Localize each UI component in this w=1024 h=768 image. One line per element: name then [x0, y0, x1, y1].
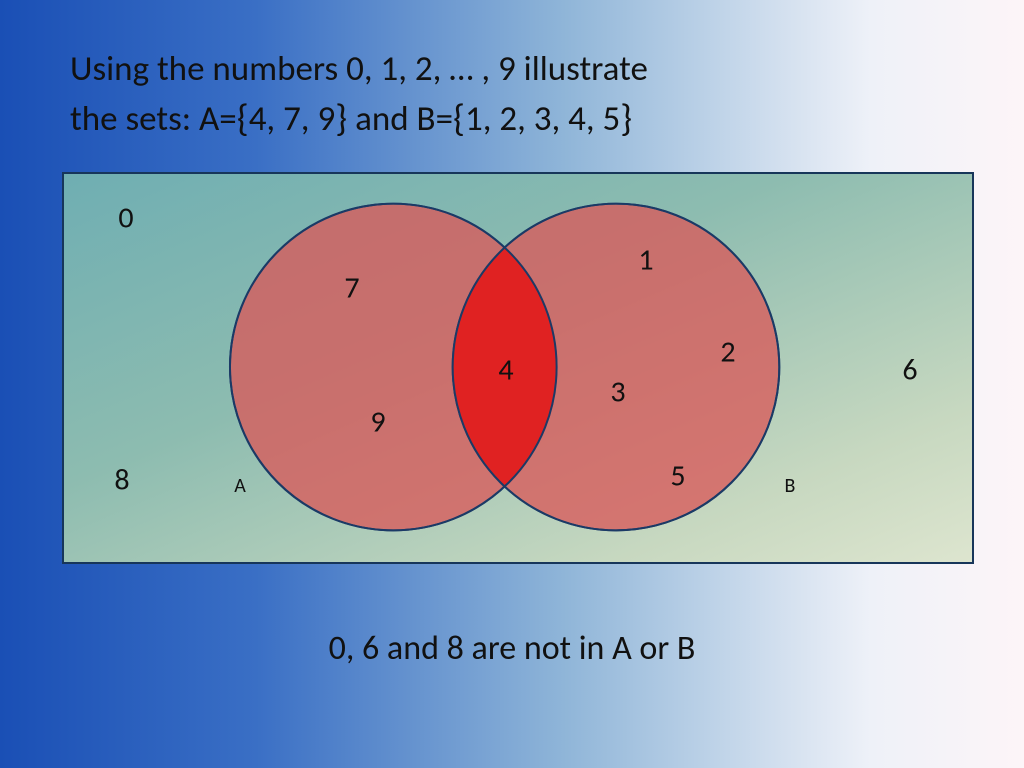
venn-number-4: 4: [498, 352, 513, 389]
brace-close-b: }: [620, 96, 632, 142]
venn-number-1: 1: [638, 242, 653, 279]
venn-number-6: 6: [902, 352, 917, 389]
setB-prefix: B=: [417, 98, 453, 140]
setA-prefix: A=: [199, 98, 237, 140]
heading-line1: Using the numbers 0, 1, 2, … , 9 illustr…: [70, 48, 648, 90]
venn-number-5: 5: [670, 458, 685, 495]
brace-open-a: {: [237, 96, 249, 142]
venn-svg: [64, 174, 972, 562]
venn-number-9: 9: [370, 404, 385, 441]
heading-text: Using the numbers 0, 1, 2, … , 9 illustr…: [70, 46, 970, 145]
setA-members: 4, 7, 9: [249, 98, 336, 140]
venn-number-0: 0: [118, 200, 133, 237]
caption-text: 0, 6 and 8 are not in A or B: [0, 628, 1024, 669]
venn-number-8: 8: [114, 462, 129, 499]
venn-label-a: A: [234, 474, 246, 498]
setB-members: 1, 2, 3, 4, 5: [465, 98, 620, 140]
brace-open-b: {: [453, 96, 465, 142]
venn-number-3: 3: [610, 374, 625, 411]
venn-number-2: 2: [720, 334, 735, 371]
heading-line2-prefix: the sets:: [70, 98, 199, 140]
venn-label-b: B: [785, 474, 796, 498]
venn-universe-box: 0 8 6 7 9 4 1 2 3 5 A B: [62, 172, 974, 564]
brace-close-a: }: [335, 96, 347, 142]
heading-mid: and: [347, 98, 416, 140]
venn-number-7: 7: [344, 270, 359, 307]
